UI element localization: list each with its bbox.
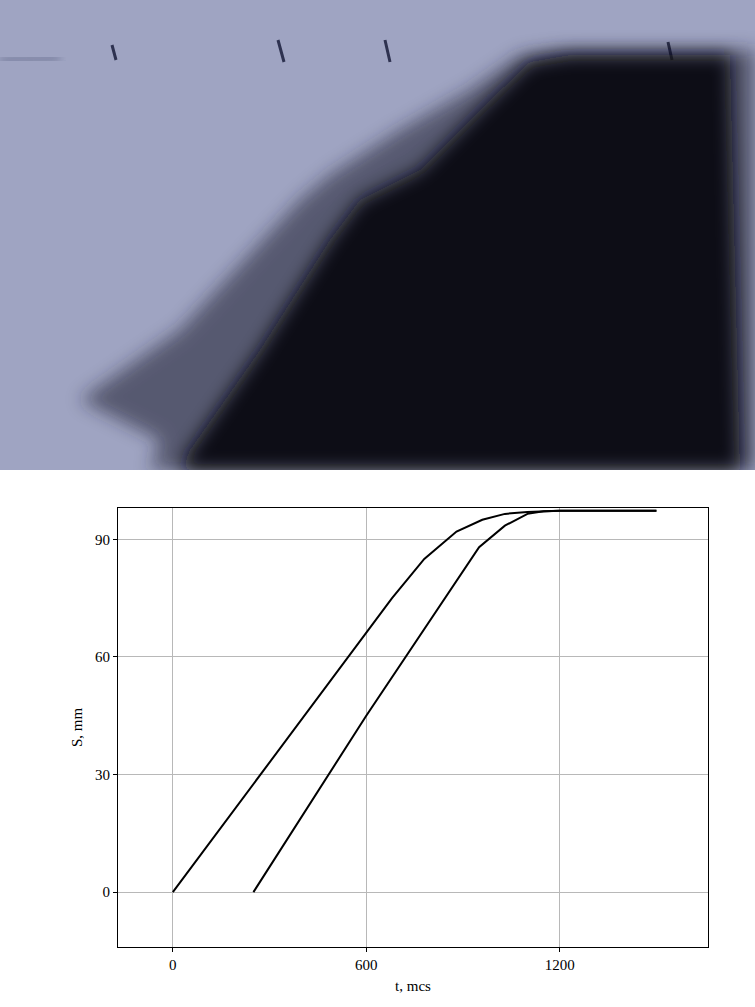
- svg-text:30: 30: [95, 767, 110, 783]
- svg-text:S, mm: S, mm: [69, 708, 85, 748]
- svg-text:0: 0: [169, 957, 177, 973]
- svg-text:60: 60: [95, 649, 110, 665]
- svg-text:90: 90: [95, 532, 110, 548]
- svg-text:t, mcs: t, mcs: [395, 978, 431, 994]
- svg-text:1200: 1200: [545, 957, 575, 973]
- svg-text:0: 0: [103, 884, 111, 900]
- svg-text:600: 600: [355, 957, 378, 973]
